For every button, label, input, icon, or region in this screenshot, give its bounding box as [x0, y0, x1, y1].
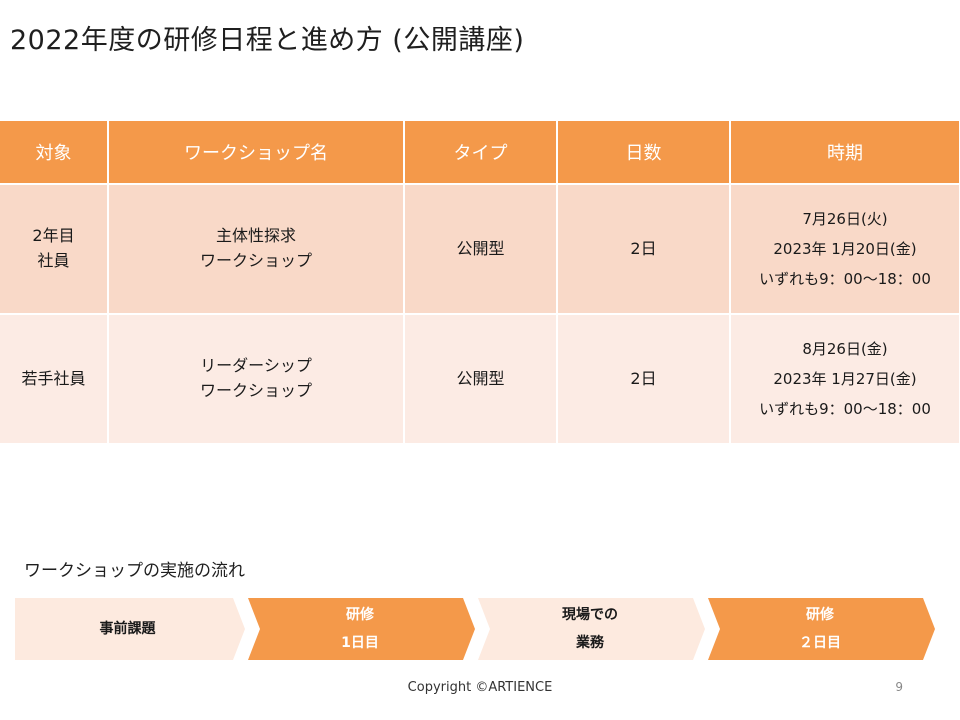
- target-line: 2年目: [32, 226, 75, 246]
- flow-step-fieldwork: 現場での 業務: [480, 598, 700, 660]
- workshop-line: リーダーシップ: [200, 356, 312, 376]
- cell-period: 7月26日(火) 2023年 1月20日(金) いずれも9：00～18：00: [730, 184, 960, 315]
- table-header-row: 対象 ワークショップ名 タイプ 日数 時期: [0, 121, 960, 185]
- flow-title: ワークショップの実施の流れ: [24, 561, 245, 581]
- cell-period: 8月26日(金) 2023年 1月27日(金) いずれも9：00～18：00: [730, 314, 960, 445]
- workshop-line: ワークショップ: [199, 251, 312, 270]
- period-line: 8月26日(金): [802, 340, 888, 358]
- page-number: 9: [895, 680, 903, 694]
- step-label: 研修: [806, 607, 834, 623]
- step-label: ２日目: [799, 635, 841, 651]
- target-line: 社員: [37, 251, 70, 270]
- cell-days: 2日: [557, 184, 731, 315]
- header-days: 日数: [557, 121, 731, 185]
- flow-step-shape-1: [15, 598, 245, 660]
- flow-step-shape-3: [478, 598, 705, 660]
- cell-target: 2年目 社員: [0, 184, 109, 315]
- cell-workshop: 主体性探求 ワークショップ: [108, 184, 405, 315]
- table-row: 2年目 社員 主体性探求 ワークショップ 公開型 2日 7月26日(火) 202…: [0, 184, 960, 315]
- cell-days: 2日: [557, 314, 731, 445]
- flow-arrows: [15, 598, 935, 660]
- flow-step-training-day2: 研修 ２日目: [710, 598, 930, 660]
- header-workshop: ワークショップ名: [108, 121, 405, 185]
- cell-target: 若手社員: [0, 314, 109, 445]
- step-label: 業務: [576, 635, 604, 651]
- period-line: 2023年 1月27日(金): [773, 370, 917, 388]
- period-line: 7月26日(火): [802, 210, 888, 228]
- flow-step-prework: 事前課題: [15, 598, 240, 660]
- schedule-table: 対象 ワークショップ名 タイプ 日数 時期 2年目 社員 主体性探求 ワークショ…: [0, 121, 960, 445]
- target-line: 若手社員: [21, 368, 86, 388]
- page-title: 2022年度の研修日程と進め方 (公開講座): [10, 25, 525, 56]
- period-line: いずれも9：00～18：00: [759, 270, 931, 288]
- step-label: 現場での: [562, 607, 618, 623]
- cell-type: 公開型: [404, 314, 558, 445]
- workshop-flow: 事前課題 研修 1日目 現場での 業務 研修 ２日目: [0, 598, 960, 660]
- flow-step-shape-4: [708, 598, 935, 660]
- header-type: タイプ: [404, 121, 558, 185]
- step-label: 研修: [346, 607, 374, 623]
- period-line: 2023年 1月20日(金): [773, 240, 917, 258]
- copyright: Copyright ©ARTIENCE: [407, 680, 553, 695]
- period-line: いずれも9：00～18：00: [759, 400, 931, 418]
- header-target: 対象: [0, 121, 109, 185]
- step-label: 1日目: [341, 635, 379, 651]
- cell-workshop: リーダーシップ ワークショップ: [108, 314, 405, 445]
- workshop-line: 主体性探求: [215, 226, 296, 246]
- header-period: 時期: [730, 121, 960, 185]
- flow-step-training-day1: 研修 1日目: [250, 598, 470, 660]
- workshop-line: ワークショップ: [199, 381, 312, 400]
- cell-type: 公開型: [404, 184, 558, 315]
- flow-step-shape-2: [248, 598, 475, 660]
- table-row: 若手社員 リーダーシップ ワークショップ 公開型 2日 8月26日(金) 202…: [0, 314, 960, 445]
- step-label: 事前課題: [99, 621, 156, 637]
